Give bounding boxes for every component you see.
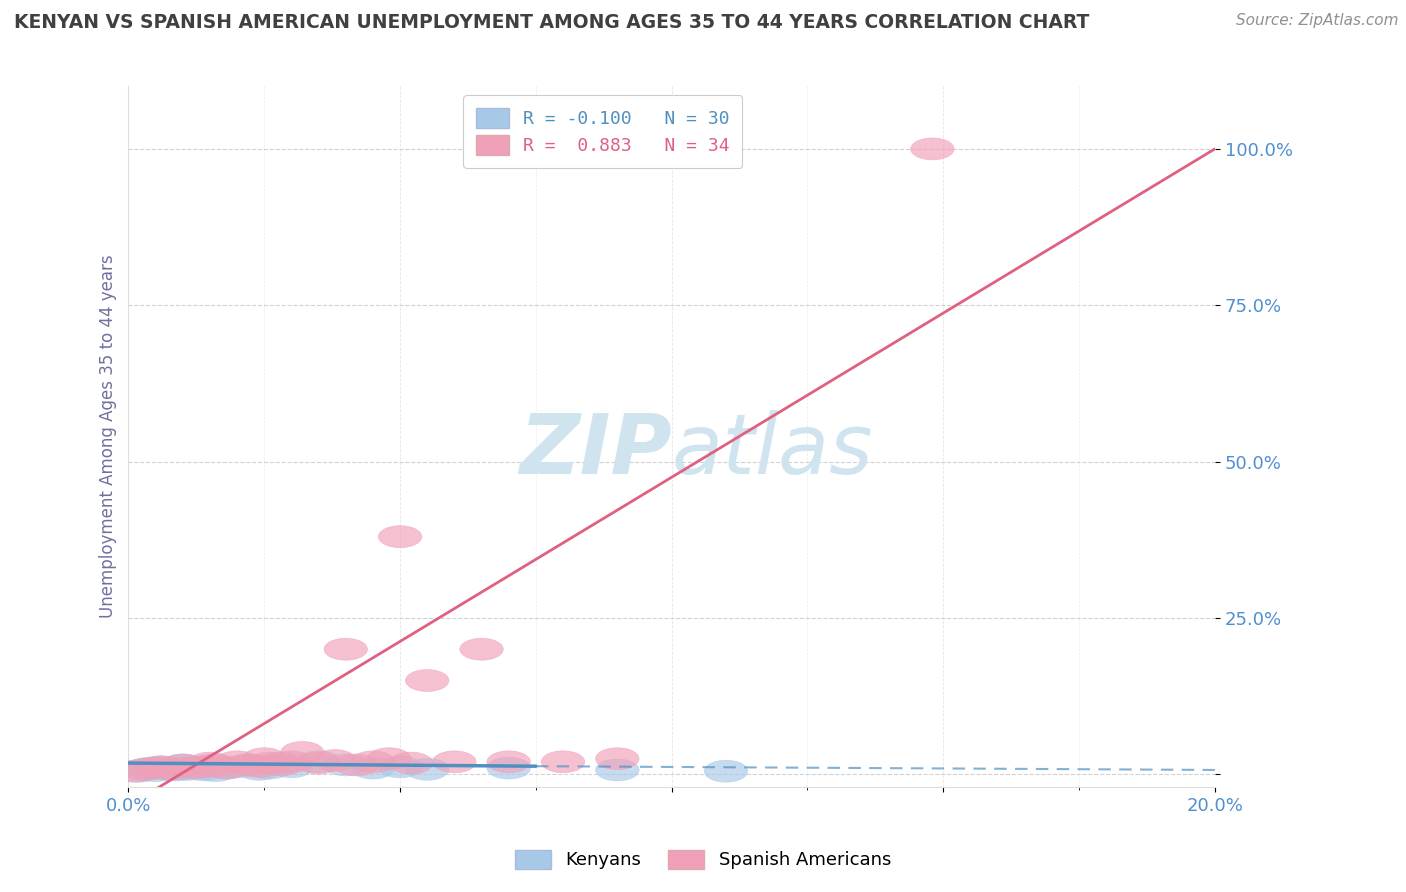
Ellipse shape xyxy=(596,747,640,770)
Ellipse shape xyxy=(145,758,188,780)
Ellipse shape xyxy=(183,759,226,780)
Ellipse shape xyxy=(166,758,209,780)
Ellipse shape xyxy=(352,751,395,772)
Ellipse shape xyxy=(297,751,340,772)
Ellipse shape xyxy=(596,759,640,780)
Ellipse shape xyxy=(281,741,323,764)
Ellipse shape xyxy=(389,752,433,774)
Ellipse shape xyxy=(378,525,422,548)
Ellipse shape xyxy=(172,757,215,779)
Ellipse shape xyxy=(433,751,477,772)
Ellipse shape xyxy=(323,639,367,660)
Ellipse shape xyxy=(238,758,281,780)
Ellipse shape xyxy=(323,754,367,776)
Ellipse shape xyxy=(204,757,247,779)
Ellipse shape xyxy=(259,752,302,774)
Ellipse shape xyxy=(124,758,166,780)
Ellipse shape xyxy=(215,756,259,778)
Ellipse shape xyxy=(194,754,238,776)
Ellipse shape xyxy=(259,754,302,776)
Ellipse shape xyxy=(139,756,183,778)
Ellipse shape xyxy=(204,757,247,779)
Ellipse shape xyxy=(297,752,340,774)
Ellipse shape xyxy=(911,138,955,160)
Ellipse shape xyxy=(352,757,395,779)
Ellipse shape xyxy=(460,639,503,660)
Ellipse shape xyxy=(405,670,449,691)
Legend: R = -0.100   N = 30, R =  0.883   N = 34: R = -0.100 N = 30, R = 0.883 N = 34 xyxy=(464,95,742,168)
Text: KENYAN VS SPANISH AMERICAN UNEMPLOYMENT AMONG AGES 35 TO 44 YEARS CORRELATION CH: KENYAN VS SPANISH AMERICAN UNEMPLOYMENT … xyxy=(14,13,1090,32)
Y-axis label: Unemployment Among Ages 35 to 44 years: Unemployment Among Ages 35 to 44 years xyxy=(100,255,117,618)
Ellipse shape xyxy=(247,757,291,779)
Legend: Kenyans, Spanish Americans: Kenyans, Spanish Americans xyxy=(506,840,900,879)
Ellipse shape xyxy=(112,760,156,782)
Ellipse shape xyxy=(172,756,215,778)
Ellipse shape xyxy=(177,757,221,779)
Ellipse shape xyxy=(188,755,232,777)
Ellipse shape xyxy=(226,754,270,776)
Ellipse shape xyxy=(270,751,314,772)
Text: ZIP: ZIP xyxy=(519,410,672,491)
Ellipse shape xyxy=(247,752,291,774)
Text: Source: ZipAtlas.com: Source: ZipAtlas.com xyxy=(1236,13,1399,29)
Ellipse shape xyxy=(243,747,285,770)
Ellipse shape xyxy=(128,757,172,779)
Ellipse shape xyxy=(704,760,748,782)
Ellipse shape xyxy=(335,754,378,776)
Ellipse shape xyxy=(194,760,238,781)
Ellipse shape xyxy=(124,758,166,780)
Ellipse shape xyxy=(162,754,204,776)
Ellipse shape xyxy=(139,756,183,778)
Ellipse shape xyxy=(118,760,162,782)
Ellipse shape xyxy=(188,752,232,774)
Ellipse shape xyxy=(486,751,530,772)
Text: atlas: atlas xyxy=(672,410,873,491)
Ellipse shape xyxy=(314,749,357,772)
Ellipse shape xyxy=(150,757,194,779)
Ellipse shape xyxy=(378,756,422,778)
Ellipse shape xyxy=(183,756,226,778)
Ellipse shape xyxy=(226,754,270,776)
Ellipse shape xyxy=(367,747,411,770)
Ellipse shape xyxy=(270,756,314,778)
Ellipse shape xyxy=(134,757,177,779)
Ellipse shape xyxy=(238,756,281,778)
Ellipse shape xyxy=(541,751,585,772)
Ellipse shape xyxy=(215,751,259,772)
Ellipse shape xyxy=(150,758,194,780)
Ellipse shape xyxy=(134,760,177,781)
Ellipse shape xyxy=(162,754,204,776)
Ellipse shape xyxy=(156,759,200,780)
Ellipse shape xyxy=(486,757,530,779)
Ellipse shape xyxy=(405,758,449,780)
